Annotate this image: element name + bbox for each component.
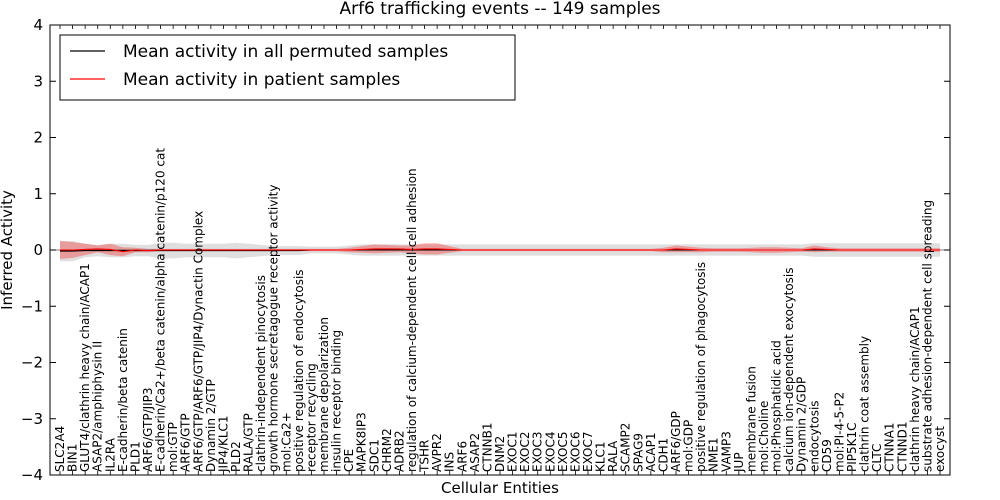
x-tick-label: mol:GTP xyxy=(166,422,180,472)
x-tick-label: RALA/GTP xyxy=(242,413,256,472)
x-tick-label: ASAP2/amphiphysin II xyxy=(91,341,105,472)
x-tick-label: CDH1 xyxy=(656,438,670,472)
x-tick-label: substrate adhesion-dependent cell spread… xyxy=(920,200,934,472)
x-tick-label: SDC1 xyxy=(367,439,381,472)
x-tick-label: DNM2 xyxy=(493,436,507,472)
x-tick-label: EXOC7 xyxy=(581,432,595,473)
x-tick-label: CTNNA1 xyxy=(883,422,897,472)
x-tick-label: PLD2 xyxy=(229,441,243,472)
x-tick-label: ADRB2 xyxy=(392,430,406,472)
x-tick-label: PIP5K1C xyxy=(845,422,859,472)
chart-title: Arf6 trafficking events -- 149 samples xyxy=(339,0,660,19)
y-tick-label: 1 xyxy=(33,185,43,203)
x-tick-label: CTNNB1 xyxy=(480,422,494,472)
x-tick-label: TSHR xyxy=(418,440,432,473)
x-tick-label: membrane depolarization xyxy=(317,317,331,472)
x-tick-label: ARF6 xyxy=(455,441,469,472)
x-tick-label: calcium ion-dependent exocytosis xyxy=(782,268,796,473)
x-tick-label: EXOC1 xyxy=(506,432,520,473)
x-tick-label: regulation of calcium-dependent cell-cel… xyxy=(405,168,419,472)
band-permuted xyxy=(60,241,940,262)
x-tick-label: VAMP3 xyxy=(719,431,733,472)
x-tick-label: mol:Phosphatidic acid xyxy=(770,340,784,472)
y-tick-label: 2 xyxy=(33,129,43,147)
x-tick-label: MAPK8IP3 xyxy=(355,412,369,472)
series-line-patient xyxy=(60,248,940,253)
x-tick-label: clathrin coat assembly xyxy=(858,336,872,472)
x-tick-label: clathrin heavy chain/ACAP1 xyxy=(908,306,922,472)
x-tick-label: mol:Ca2+ xyxy=(279,412,293,472)
x-tick-label: INS xyxy=(443,452,457,472)
x-tick-label: positive regulation of endocytosis xyxy=(292,269,306,472)
x-tick-label: Dynamin 2/GTP xyxy=(204,379,218,472)
x-tick-label: JIP4/KLC1 xyxy=(216,415,230,473)
x-tick-label: ARF6/GTP/ARF6/GTP/JIP4/Dynactin Complex xyxy=(191,211,205,472)
x-tick-label: EXOC6 xyxy=(568,432,582,473)
x-tick-label: mol:GDP xyxy=(682,420,696,472)
x-tick-label: growth hormone secretagogue receptor act… xyxy=(267,185,281,472)
x-tick-label: E-cadherin/beta catenin xyxy=(116,328,130,472)
x-tick-label: CHRM2 xyxy=(380,428,394,472)
x-tick-label: ASAP2 xyxy=(468,433,482,472)
legend-label-permuted: Mean activity in all permuted samples xyxy=(123,42,448,62)
x-tick-label: PLD1 xyxy=(128,441,142,472)
x-tick-label: ACAP1 xyxy=(644,433,658,472)
x-tick-label: positive regulation of phagocytosis xyxy=(694,262,708,472)
legend: Mean activity in all permuted samples Me… xyxy=(59,34,516,101)
x-tick-label: EXOC3 xyxy=(531,432,545,473)
x-tick-label: mol:Choline xyxy=(757,401,771,472)
lines-layer xyxy=(50,248,950,253)
x-tick-label: RALA xyxy=(606,440,620,472)
x-tick-label: ARF6/GTP/JIP3 xyxy=(141,387,155,472)
x-tick-label: membrane fusion xyxy=(744,366,758,472)
x-tick-label: receptor recycling xyxy=(304,363,318,472)
y-tick-label: −1 xyxy=(21,297,43,315)
x-tick-label: EXOC2 xyxy=(518,432,532,473)
x-tick-label: Dynamin 2/GDP xyxy=(795,377,809,472)
x-tick-label: GLUT4/clathrin heavy chain/ACAP1 xyxy=(78,263,92,472)
x-tick-label: SLC2A4 xyxy=(53,426,67,472)
legend-box xyxy=(59,34,516,101)
x-tick-label: CPE xyxy=(342,449,356,472)
x-tick-label: clathrin-independent pinocytosis xyxy=(254,275,268,472)
y-tick-label: −2 xyxy=(21,354,43,372)
x-tick-label: AVPR2 xyxy=(430,433,444,472)
y-tick-label: 4 xyxy=(33,16,43,34)
x-tick-label: EXOC4 xyxy=(543,432,557,473)
x-tick-label: exocyst xyxy=(933,426,947,472)
x-tick-label: JUP xyxy=(732,452,746,473)
x-tick-label: KLC1 xyxy=(594,441,608,472)
x-tick-label: endocytosis xyxy=(807,400,821,472)
x-tick-label: CLTC xyxy=(870,444,884,472)
x-tick-label: CTNND1 xyxy=(895,421,909,472)
x-axis-label: Cellular Entities xyxy=(441,479,559,497)
x-tick-label: ARF6/GDP xyxy=(669,411,683,472)
y-tick-label: −3 xyxy=(21,410,43,428)
x-tick-label: NME1 xyxy=(707,437,721,472)
x-tick-label: EXOC5 xyxy=(556,432,570,473)
x-tick-label: SCAMP2 xyxy=(619,423,633,472)
x-tick-label: mol:PI-4-5-P2 xyxy=(832,392,846,472)
y-tick-label: 3 xyxy=(33,72,43,90)
y-tick-label: −4 xyxy=(21,466,43,484)
y-axis: −4 −3 −2 −1 0 1 2 3 4 xyxy=(21,16,950,484)
legend-label-patient: Mean activity in patient samples xyxy=(123,70,400,90)
x-tick-label: E-cadherin/Ca2+/beta catenin/alpha caten… xyxy=(154,148,168,472)
x-tick-label: SPAG9 xyxy=(631,433,645,472)
y-axis-label: Inferred Activity xyxy=(0,190,16,310)
x-tick-label: ARF6/GTP xyxy=(179,413,193,472)
y-tick-label: 0 xyxy=(33,241,43,259)
x-tick-label: IL2RA xyxy=(103,437,117,472)
x-tick-label: CD59 xyxy=(820,439,834,472)
x-tick-label: BIN1 xyxy=(66,444,80,472)
x-tick-label: insulin receptor binding xyxy=(330,330,344,472)
